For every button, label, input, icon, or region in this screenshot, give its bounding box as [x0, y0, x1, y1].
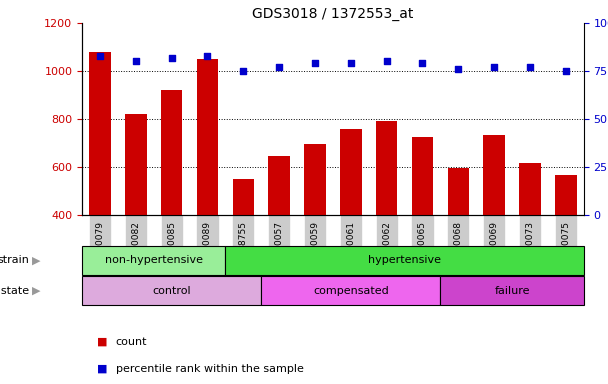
- Text: control: control: [153, 286, 191, 296]
- Point: [454, 66, 463, 72]
- Bar: [197, 59, 218, 215]
- Point: [382, 58, 392, 65]
- Bar: [519, 164, 541, 215]
- Text: compensated: compensated: [313, 286, 389, 296]
- Point: [238, 68, 248, 74]
- Text: ▶: ▶: [32, 286, 40, 296]
- Point: [561, 68, 571, 74]
- Bar: [89, 52, 111, 215]
- Bar: [268, 156, 290, 215]
- Text: hypertensive: hypertensive: [368, 255, 441, 265]
- Text: ■: ■: [97, 337, 108, 347]
- Text: disease state: disease state: [0, 286, 29, 296]
- Text: failure: failure: [494, 286, 530, 296]
- Title: GDS3018 / 1372553_at: GDS3018 / 1372553_at: [252, 7, 413, 21]
- Bar: [340, 129, 362, 215]
- Point: [131, 58, 140, 65]
- Point: [202, 53, 212, 59]
- Text: non-hypertensive: non-hypertensive: [105, 255, 202, 265]
- Point: [418, 60, 427, 66]
- Text: ▶: ▶: [32, 255, 40, 265]
- Bar: [555, 175, 576, 215]
- Point: [95, 53, 105, 59]
- Bar: [376, 121, 398, 215]
- Point: [525, 64, 535, 70]
- Text: ■: ■: [97, 364, 108, 374]
- Point: [489, 64, 499, 70]
- Bar: [447, 168, 469, 215]
- Bar: [125, 114, 147, 215]
- Bar: [304, 144, 326, 215]
- Text: strain: strain: [0, 255, 29, 265]
- Bar: [232, 179, 254, 215]
- Point: [274, 64, 284, 70]
- Bar: [483, 135, 505, 215]
- Text: count: count: [116, 337, 147, 347]
- Bar: [161, 90, 182, 215]
- Point: [167, 55, 176, 61]
- Point: [310, 60, 320, 66]
- Text: percentile rank within the sample: percentile rank within the sample: [116, 364, 303, 374]
- Bar: [412, 137, 433, 215]
- Point: [346, 60, 356, 66]
